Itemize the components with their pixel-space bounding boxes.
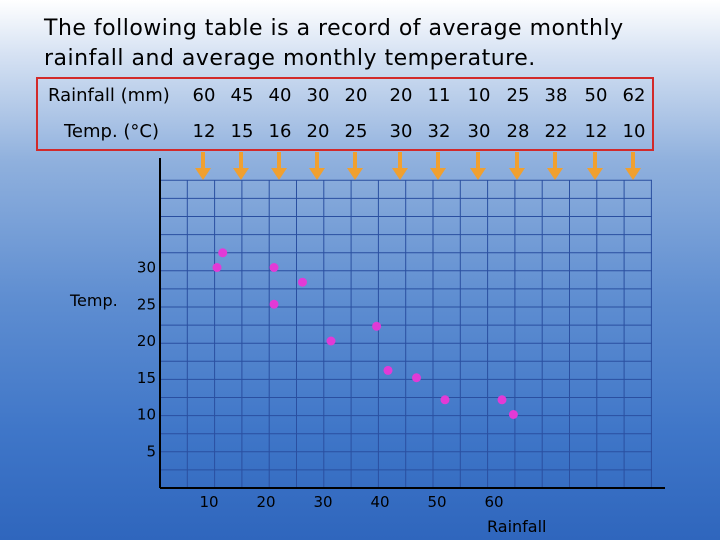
- arrow-head-icon: [233, 168, 249, 180]
- rainfall-cell: 11: [427, 85, 451, 106]
- x-tick-label: 50: [427, 493, 446, 511]
- temp-cell: 25: [344, 121, 368, 142]
- y-tick-label: 15: [137, 369, 156, 387]
- rainfall-cell: 25: [506, 85, 530, 106]
- x-tick-label: 10: [199, 493, 218, 511]
- rainfall-cell: 38: [544, 85, 568, 106]
- temp-row: Temp. (°C) 12 15 16 20 25 30 32 30 28 22…: [38, 115, 652, 151]
- temp-cell: 30: [467, 121, 491, 142]
- arrow-head-icon: [195, 168, 211, 180]
- rainfall-cell: 62: [622, 85, 646, 106]
- temp-cell: 22: [544, 121, 568, 142]
- data-point: [508, 410, 518, 419]
- temp-cell: 10: [622, 121, 646, 142]
- y-tick-label: 20: [137, 332, 156, 350]
- data-point: [497, 395, 507, 405]
- table-arrows: [195, 152, 641, 180]
- data-point: [412, 373, 421, 383]
- rainfall-cell: 40: [268, 85, 292, 106]
- rainfall-cell: 20: [389, 85, 413, 106]
- rainfall-cell: 10: [467, 85, 491, 106]
- data-table: Rainfall (mm) 60 45 40 30 20 20 11 10 25…: [36, 77, 654, 151]
- temp-cell: 12: [192, 121, 216, 142]
- data-points: [212, 248, 518, 419]
- data-point: [440, 395, 450, 405]
- arrow-head-icon: [547, 168, 563, 180]
- data-point: [298, 277, 307, 287]
- y-axis-label: Temp.: [69, 291, 118, 310]
- x-axis-label: Rainfall: [487, 517, 546, 536]
- arrow-head-icon: [430, 168, 446, 180]
- y-tick-label: 10: [137, 406, 156, 424]
- data-point: [383, 365, 393, 375]
- x-tick-label: 60: [484, 493, 503, 511]
- data-point: [212, 263, 222, 272]
- arrow-head-icon: [470, 168, 486, 180]
- data-point: [372, 321, 382, 331]
- arrow-head-icon: [271, 168, 287, 180]
- data-point: [269, 299, 279, 309]
- arrow-head-icon: [309, 168, 325, 180]
- rainfall-row: Rainfall (mm) 60 45 40 30 20 20 11 10 25…: [38, 79, 652, 115]
- y-tick-label: 25: [137, 295, 156, 313]
- temp-cell: 12: [584, 121, 608, 142]
- data-point: [269, 263, 279, 272]
- chart-axes: [159, 158, 665, 489]
- y-tick-label: 5: [146, 442, 156, 460]
- y-tick-label: 30: [137, 259, 156, 277]
- rainfall-cell: 60: [192, 85, 216, 106]
- arrow-head-icon: [587, 168, 603, 180]
- rainfall-cell: 20: [344, 85, 368, 106]
- data-point: [218, 248, 228, 258]
- page-title: The following table is a record of avera…: [44, 16, 624, 71]
- temp-cell: 32: [427, 121, 451, 142]
- rainfall-cell: 45: [230, 85, 254, 106]
- temp-cell: 30: [389, 121, 413, 142]
- rainfall-cell: 30: [306, 85, 330, 106]
- data-point: [326, 336, 336, 346]
- temp-cell: 16: [268, 121, 292, 142]
- temp-cell: 20: [306, 121, 330, 142]
- arrow-head-icon: [509, 168, 525, 180]
- tick-labels: 10 20 30 40 50 60 5 10 15 20 25 30: [137, 259, 504, 512]
- arrow-head-icon: [625, 168, 641, 180]
- x-tick-label: 40: [370, 493, 389, 511]
- arrow-head-icon: [347, 168, 363, 180]
- rainfall-cell: 50: [584, 85, 608, 106]
- x-tick-label: 20: [256, 493, 275, 511]
- x-tick-label: 30: [313, 493, 332, 511]
- arrow-head-icon: [392, 168, 408, 180]
- rainfall-row-label: Rainfall (mm): [48, 85, 170, 106]
- temp-cell: 15: [230, 121, 254, 142]
- temp-row-label: Temp. (°C): [64, 121, 160, 142]
- chart-grid: [159, 179, 652, 489]
- temp-cell: 28: [506, 121, 530, 142]
